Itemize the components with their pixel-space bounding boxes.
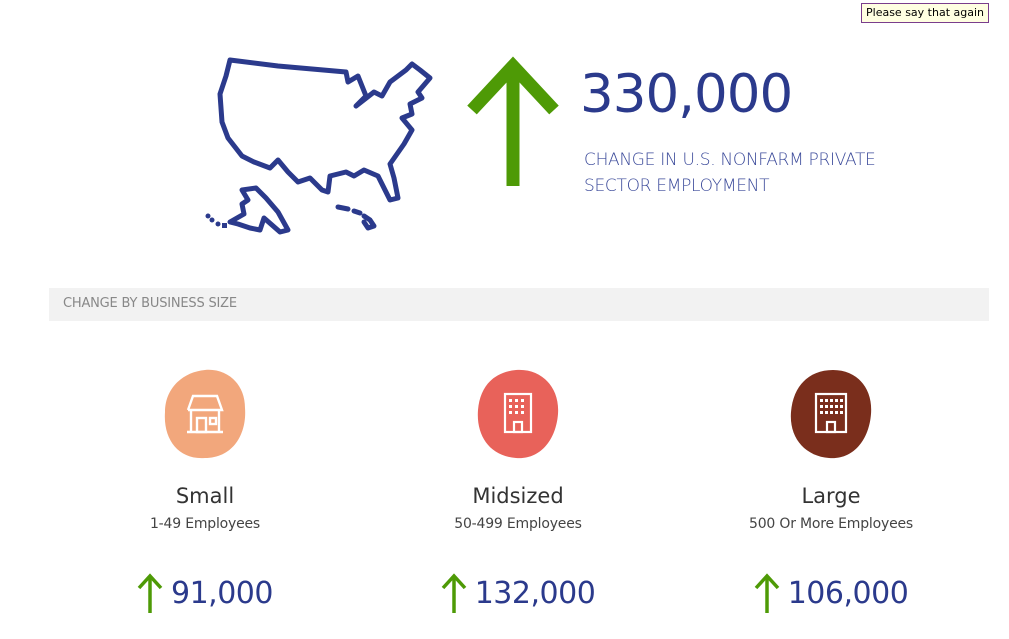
office-building-icon (477, 369, 559, 459)
arrow-up-icon (137, 573, 163, 613)
size-title: Large (801, 484, 861, 508)
tooltip: Please say that again (861, 3, 989, 23)
size-value-row: 132,000 (388, 568, 648, 618)
size-subtitle: 1-49 Employees (149, 516, 261, 532)
arrow-up-icon (754, 573, 780, 613)
section-title: CHANGE BY BUSINESS SIZE (63, 296, 237, 311)
size-title: Midsized (472, 484, 564, 508)
storefront-icon (164, 369, 246, 459)
size-value: 106,000 (787, 575, 909, 611)
total-change-caption: CHANGE IN U.S. NONFARM PRIVATE SECTOR EM… (584, 150, 876, 196)
section-header: CHANGE BY BUSINESS SIZE (49, 288, 989, 321)
size-card-midsized: Midsized 50-499 Employees 132,000 (388, 368, 648, 613)
size-value-row: 91,000 (75, 568, 335, 618)
arrow-up-icon (441, 573, 467, 613)
arrow-up-icon (467, 56, 559, 186)
size-title: Small (175, 484, 235, 508)
total-change-value: 330,000 (580, 64, 793, 125)
size-value-row: 106,000 (701, 568, 961, 618)
us-map-icon (205, 57, 433, 235)
size-value: 91,000 (171, 575, 273, 611)
large-building-icon (790, 370, 872, 459)
size-card-large: Large 500 Or More Employees 106,000 (701, 368, 961, 613)
size-subtitle: 50-499 Employees (454, 516, 582, 532)
size-value: 132,000 (474, 575, 596, 611)
size-card-small: Small 1-49 Employees 91,000 (75, 368, 335, 613)
size-subtitle: 500 Or More Employees (749, 516, 913, 532)
